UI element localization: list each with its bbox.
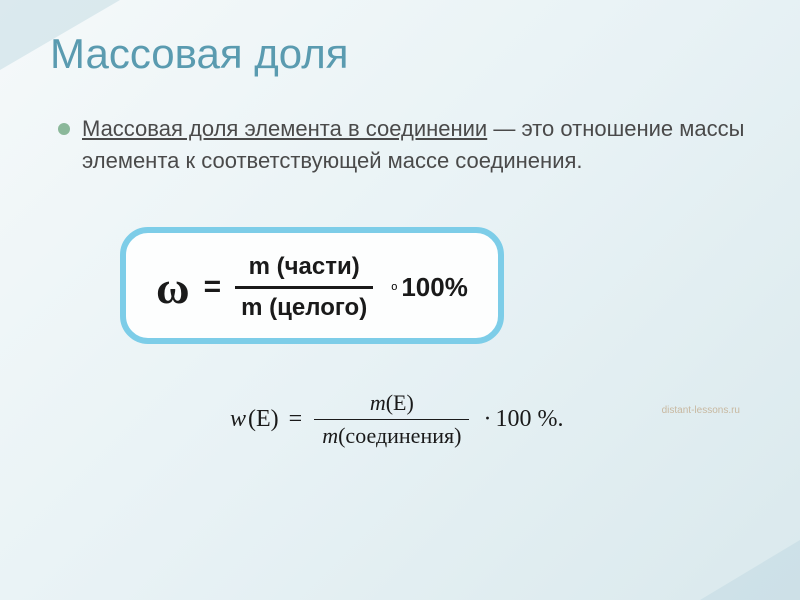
subscript-o: o (391, 281, 397, 293)
decoration-corner-br (700, 540, 800, 600)
bullet-dot-icon (58, 123, 70, 135)
formula-2: w (E) = m(E) m(соединения) · 100 % . (230, 389, 750, 451)
multiply-dot: · (483, 406, 491, 433)
slide-container: Массовая доля Массовая доля элемента в с… (0, 0, 800, 600)
formula-box-1: ω = m (части) m (целого) o 100% (120, 227, 504, 344)
bullet-item: Массовая доля элемента в соединении — эт… (50, 113, 750, 177)
f2-arg: (E) (248, 406, 279, 433)
fraction-2: m(E) m(соединения) (314, 389, 469, 451)
fraction-1: m (части) m (целого) (235, 251, 373, 324)
hundred-percent-2: 100 % (495, 406, 557, 433)
bullet-text: Массовая доля элемента в соединении — эт… (82, 113, 750, 177)
fraction-1-numerator: m (части) (243, 251, 366, 283)
decoration-corner-tl (0, 0, 120, 70)
omega-symbol: ω (156, 261, 190, 314)
slide-title: Массовая доля (50, 30, 750, 78)
fraction-2-numerator: m(E) (362, 389, 422, 417)
equals-sign-2: = (289, 406, 303, 433)
bullet-underlined: Массовая доля элемента в соединении (82, 116, 487, 141)
watermark-text: distant-lessons.ru (662, 405, 740, 416)
equals-sign-1: = (204, 270, 222, 304)
hundred-percent-1: 100% (401, 272, 468, 303)
fraction-2-line (314, 419, 469, 421)
period: . (557, 406, 563, 433)
fraction-1-line (235, 286, 373, 289)
fraction-2-denominator: m(соединения) (314, 422, 469, 450)
fraction-1-denominator: m (целого) (235, 292, 373, 324)
f2-w: w (230, 406, 246, 433)
